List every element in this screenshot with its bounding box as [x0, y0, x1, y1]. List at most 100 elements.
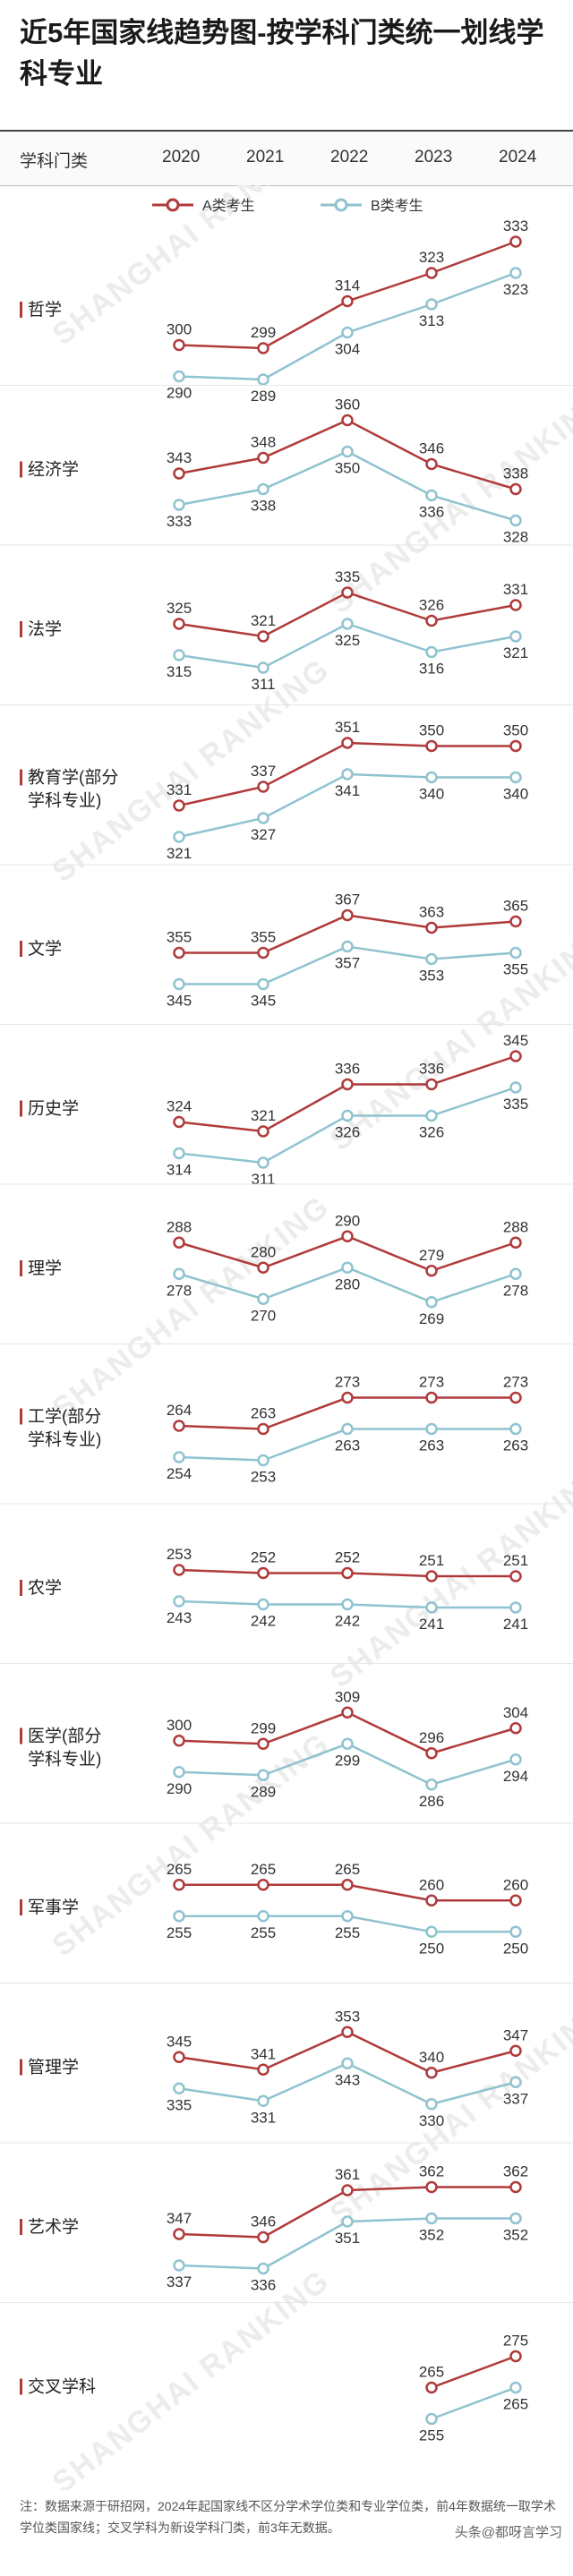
- row-label: 管理学: [28, 2058, 79, 2077]
- point-a: [173, 1879, 185, 1891]
- value-label-a: 331: [503, 581, 528, 598]
- point-b: [509, 2212, 522, 2225]
- point-a: [425, 1391, 438, 1404]
- point-b: [341, 445, 354, 458]
- point-a: [173, 799, 185, 812]
- year-header-2023: 2023: [415, 148, 453, 166]
- year-header-2022: 2022: [330, 148, 369, 166]
- value-label-a: 333: [503, 218, 528, 235]
- value-label-b: 337: [167, 2273, 192, 2290]
- point-b: [341, 940, 354, 953]
- value-label-a: 314: [335, 277, 360, 294]
- point-a: [425, 1078, 438, 1091]
- point-a: [425, 1570, 438, 1582]
- value-label-a: 345: [167, 2033, 192, 2050]
- value-label-b: 330: [419, 2112, 444, 2129]
- point-a: [173, 1115, 185, 1129]
- point-a: [341, 1879, 354, 1891]
- point-b: [257, 1292, 269, 1305]
- point-b: [341, 326, 354, 339]
- value-label-a: 360: [335, 397, 360, 414]
- value-label-b: 311: [251, 1171, 275, 1188]
- point-a: [509, 235, 522, 248]
- point-a: [509, 1050, 522, 1062]
- point-b: [509, 267, 522, 279]
- value-label-b: 286: [419, 1793, 444, 1810]
- panel-8: 农学 253 252 252 251 251 243 242 242 241 241: [0, 1503, 573, 1633]
- point-b: [425, 2212, 438, 2225]
- row-label-marker: [20, 621, 22, 637]
- point-b: [341, 1422, 354, 1436]
- point-b: [173, 977, 185, 991]
- value-label-b: 326: [419, 1124, 444, 1141]
- point-b: [509, 2381, 522, 2394]
- table-header: 学科门类 2020 2021 2022 2023 2024: [0, 130, 573, 186]
- point-a: [509, 482, 522, 496]
- value-label-a: 341: [251, 2045, 276, 2062]
- value-label-a: 265: [419, 2364, 444, 2381]
- value-label-a: 290: [335, 1212, 360, 1229]
- row-label: 理学: [28, 1258, 62, 1278]
- panel-0: 哲学 300 299 314 323 333 290 289 304 313 323: [20, 218, 528, 405]
- value-label-a: 260: [503, 1876, 528, 1893]
- point-a: [341, 294, 354, 308]
- point-b: [509, 1753, 522, 1766]
- value-label-a: 299: [251, 324, 276, 341]
- value-label-b: 290: [167, 1780, 192, 1797]
- point-a: [425, 2381, 438, 2394]
- value-label-b: 343: [335, 2071, 360, 2088]
- point-a: [257, 1422, 269, 1436]
- value-label-b: 341: [335, 782, 360, 799]
- point-a: [341, 1230, 354, 1242]
- trend-chart: SHANGHAI RANKING SHANGHAI RANKING SHANGHAI…: [0, 185, 573, 2490]
- point-b: [173, 2259, 185, 2272]
- value-label-b: 340: [419, 786, 444, 803]
- value-label-a: 304: [503, 1704, 528, 1721]
- value-label-a: 321: [251, 1107, 276, 1124]
- year-header-2020: 2020: [162, 148, 201, 166]
- point-b: [173, 1595, 185, 1608]
- value-label-a: 331: [167, 781, 192, 798]
- point-a: [173, 1420, 185, 1432]
- point-a: [341, 1706, 354, 1719]
- point-b: [425, 489, 438, 502]
- row-label-marker: [20, 769, 22, 786]
- point-a: [257, 1125, 269, 1138]
- point-a: [257, 780, 269, 793]
- value-label-a: 323: [419, 249, 444, 266]
- point-b: [341, 2057, 354, 2069]
- value-label-a: 346: [419, 440, 444, 457]
- point-b: [509, 514, 522, 527]
- value-label-b: 345: [167, 993, 192, 1010]
- point-a: [173, 2051, 185, 2063]
- point-b: [173, 499, 185, 511]
- value-label-b: 299: [335, 1752, 360, 1769]
- value-label-b: 241: [503, 1616, 528, 1633]
- point-a: [509, 1236, 522, 1249]
- point-a: [341, 586, 354, 599]
- value-label-a: 273: [503, 1374, 528, 1391]
- row-label-marker: [20, 2219, 22, 2235]
- point-b: [509, 630, 522, 643]
- row-label: 文学: [28, 939, 62, 959]
- point-b: [173, 1267, 185, 1280]
- value-label-a: 321: [251, 612, 276, 629]
- value-label-b: 331: [251, 2109, 276, 2126]
- point-b: [425, 2412, 438, 2426]
- panels: 哲学 300 299 314 323 333 290 289 304 313 323 经济学 343 34…: [0, 218, 573, 2444]
- point-b: [173, 831, 185, 843]
- point-b: [173, 1147, 185, 1160]
- point-a: [257, 1879, 269, 1891]
- point-b: [257, 1910, 269, 1923]
- value-label-a: 252: [335, 1549, 360, 1566]
- category-column-header: 学科门类: [20, 152, 89, 171]
- value-label-b: 280: [335, 1275, 360, 1292]
- value-label-b: 278: [503, 1282, 528, 1299]
- value-label-b: 255: [251, 1924, 276, 1941]
- value-label-b: 357: [335, 955, 360, 972]
- point-b: [341, 1910, 354, 1923]
- point-b: [509, 771, 522, 784]
- point-b: [509, 946, 522, 960]
- point-b: [425, 1109, 438, 1122]
